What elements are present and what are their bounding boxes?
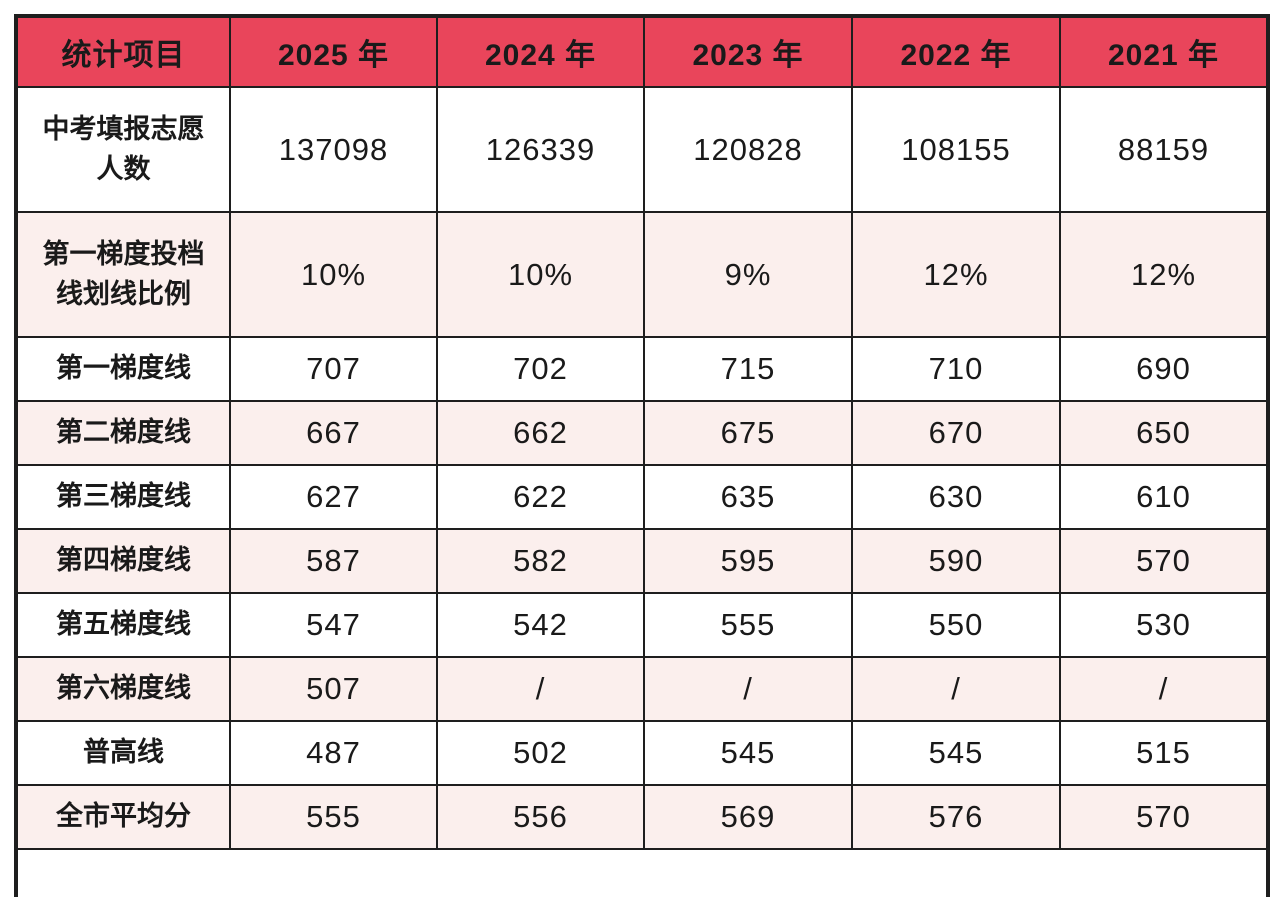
cell-value: 502 (436, 720, 645, 786)
cell-value: 10% (229, 211, 438, 338)
table-row-general-hs-line: 普高线 487 502 545 545 515 (15, 720, 1269, 786)
cell-value: 576 (851, 784, 1061, 850)
cell-value: 702 (436, 336, 645, 402)
cell-value: 662 (436, 400, 645, 466)
cell-value: 530 (1059, 592, 1269, 658)
cell-value: 542 (436, 592, 645, 658)
cell-value: 545 (851, 720, 1061, 786)
cell-value: 108155 (851, 86, 1061, 213)
table-row-city-average: 全市平均分 555 556 569 576 570 (15, 784, 1269, 850)
cell-value: 515 (1059, 720, 1269, 786)
header-row: 统计项目 2025 年 2024 年 2023 年 2022 年 2021 年 (15, 15, 1269, 88)
cell-value: 10% (436, 211, 645, 338)
table-row-tier1-line: 第一梯度线 707 702 715 710 690 (15, 336, 1269, 402)
header-cell-year-2023: 2023 年 (643, 15, 853, 88)
cell-value: 555 (229, 784, 438, 850)
cell-value: 587 (229, 528, 438, 594)
cell-value: 507 (229, 656, 438, 722)
table-row-tier6-line: 第六梯度线 507 / / / / (15, 656, 1269, 722)
header-cell-stat-item: 统计项目 (15, 15, 231, 88)
table-row-tier2-line: 第二梯度线 667 662 675 670 650 (15, 400, 1269, 466)
header-cell-year-2025: 2025 年 (229, 15, 438, 88)
row-label: 第一梯度投档 线划线比例 (15, 211, 231, 338)
cell-value: 715 (643, 336, 853, 402)
cell-value: 635 (643, 464, 853, 530)
cell-value: / (436, 656, 645, 722)
cell-value: 12% (1059, 211, 1269, 338)
cell-value: 610 (1059, 464, 1269, 530)
cell-value: 555 (643, 592, 853, 658)
cell-value: 545 (643, 720, 853, 786)
cell-value: 650 (1059, 400, 1269, 466)
row-label: 第五梯度线 (15, 592, 231, 658)
cell-value: / (643, 656, 853, 722)
table-row-applicants: 中考填报志愿 人数 137098 126339 120828 108155 88… (15, 86, 1269, 213)
cell-value: 569 (643, 784, 853, 850)
cell-value: 582 (436, 528, 645, 594)
row-label: 第二梯度线 (15, 400, 231, 466)
cell-value: 137098 (229, 86, 438, 213)
empty-cell (15, 848, 1269, 897)
cell-value: 627 (229, 464, 438, 530)
cell-value: 630 (851, 464, 1061, 530)
cell-value: 710 (851, 336, 1061, 402)
table-row-empty (15, 848, 1269, 897)
table-row-tier3-line: 第三梯度线 627 622 635 630 610 (15, 464, 1269, 530)
cell-value: / (851, 656, 1061, 722)
cell-value: 570 (1059, 528, 1269, 594)
header-cell-year-2024: 2024 年 (436, 15, 645, 88)
cell-value: 120828 (643, 86, 853, 213)
cell-value: 88159 (1059, 86, 1269, 213)
header-cell-year-2021: 2021 年 (1059, 15, 1269, 88)
cell-value: 707 (229, 336, 438, 402)
stats-table: 统计项目 2025 年 2024 年 2023 年 2022 年 2021 年 … (14, 14, 1270, 897)
cell-value: 667 (229, 400, 438, 466)
row-label: 全市平均分 (15, 784, 231, 850)
row-label: 第六梯度线 (15, 656, 231, 722)
table-row-tier4-line: 第四梯度线 587 582 595 590 570 (15, 528, 1269, 594)
cell-value: 547 (229, 592, 438, 658)
cell-value: 556 (436, 784, 645, 850)
cell-value: 675 (643, 400, 853, 466)
cell-value: 690 (1059, 336, 1269, 402)
cell-value: / (1059, 656, 1269, 722)
cell-value: 590 (851, 528, 1061, 594)
cell-value: 9% (643, 211, 853, 338)
row-label: 普高线 (15, 720, 231, 786)
cell-value: 487 (229, 720, 438, 786)
row-label: 第四梯度线 (15, 528, 231, 594)
cell-value: 595 (643, 528, 853, 594)
cell-value: 126339 (436, 86, 645, 213)
table-row-tier5-line: 第五梯度线 547 542 555 550 530 (15, 592, 1269, 658)
cell-value: 550 (851, 592, 1061, 658)
cell-value: 570 (1059, 784, 1269, 850)
cell-value: 670 (851, 400, 1061, 466)
cell-value: 12% (851, 211, 1061, 338)
cell-value: 622 (436, 464, 645, 530)
header-cell-year-2022: 2022 年 (851, 15, 1061, 88)
row-label: 中考填报志愿 人数 (15, 86, 231, 213)
row-label: 第三梯度线 (15, 464, 231, 530)
table-row-tier1-ratio: 第一梯度投档 线划线比例 10% 10% 9% 12% 12% (15, 211, 1269, 338)
row-label: 第一梯度线 (15, 336, 231, 402)
